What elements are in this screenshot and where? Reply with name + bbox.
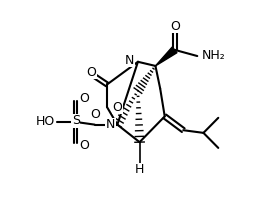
Polygon shape [155, 47, 177, 66]
Text: S: S [72, 114, 80, 128]
Text: NH₂: NH₂ [202, 48, 226, 62]
Text: O: O [171, 20, 181, 33]
Text: O: O [112, 101, 122, 114]
Text: O: O [86, 66, 96, 79]
Text: O: O [80, 139, 89, 152]
Text: N: N [125, 54, 134, 67]
Text: O: O [80, 92, 89, 105]
Text: N: N [106, 118, 115, 131]
Text: HO: HO [36, 115, 55, 128]
Text: H: H [135, 163, 144, 176]
Text: O: O [90, 108, 100, 121]
